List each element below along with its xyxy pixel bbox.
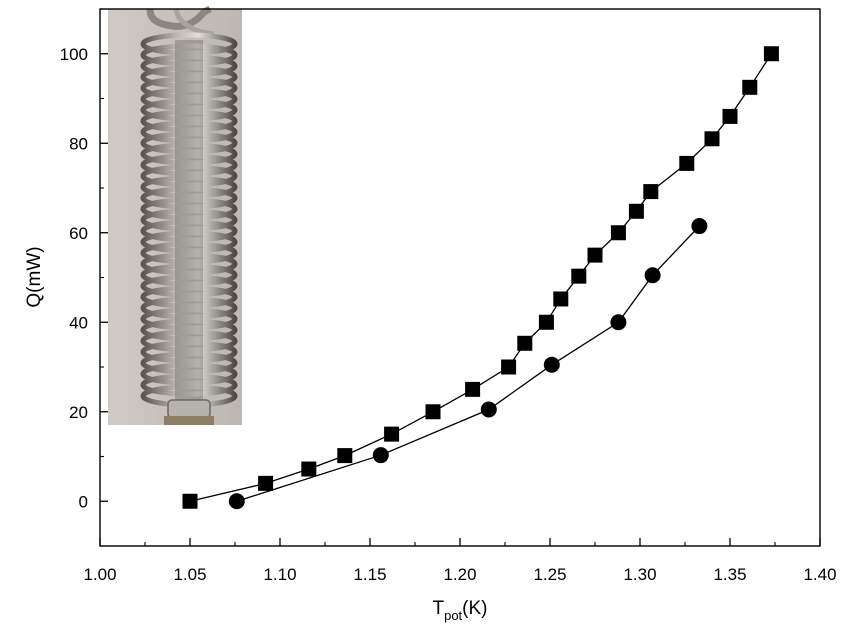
circle-point: [480, 401, 497, 418]
square-point: [704, 131, 720, 147]
coil-base: [164, 416, 214, 425]
y-tick-label: 80: [69, 134, 88, 153]
coil-loop: [140, 98, 238, 122]
coil-loop: [140, 120, 238, 144]
coil-loop: [140, 351, 238, 375]
square-point: [571, 268, 587, 284]
square-point: [337, 448, 353, 464]
coil-loop: [140, 175, 238, 199]
coil-loop: [140, 208, 238, 232]
coil-loop: [140, 230, 238, 254]
coil-loop: [140, 197, 238, 221]
coil-loop: [140, 329, 238, 353]
square-point: [538, 314, 554, 330]
x-tick-label: 1.20: [443, 565, 476, 584]
coil-loop: [140, 296, 238, 320]
coil-loop: [140, 362, 238, 386]
x-tick-label: 1.15: [353, 565, 386, 584]
square-point: [501, 359, 517, 375]
x-tick-label: 1.25: [533, 565, 566, 584]
x-tick-label: 1.05: [173, 565, 206, 584]
y-tick-label: 0: [79, 492, 88, 511]
series-markers: [182, 46, 779, 510]
y-ticks: 0 20 40 60 80 100: [60, 8, 108, 547]
coil-loop: [140, 76, 238, 100]
coil-loop: [140, 241, 238, 265]
square-point: [763, 46, 779, 62]
square-point: [425, 404, 441, 420]
square-point: [301, 461, 317, 477]
square-point: [258, 475, 274, 491]
coil-loop: [140, 318, 238, 342]
coil-loop: [140, 340, 238, 364]
square-point: [643, 184, 659, 200]
coil-loop: [140, 285, 238, 309]
series-line-circle: [236, 225, 700, 502]
coil-core: [175, 40, 203, 400]
square-point: [553, 291, 569, 307]
square-point: [742, 79, 758, 95]
coil-loop: [140, 32, 238, 56]
coil-image: [140, 5, 238, 425]
coil-loop: [140, 131, 238, 155]
plot-area: 1.00 1.05 1.10 1.15 1.20 1.25 1.30 1.35 1.40 0 20…: [60, 8, 837, 584]
coil-loop: [140, 219, 238, 243]
square-point: [628, 203, 644, 219]
y-axis-title: Q(mW): [24, 246, 45, 307]
coil-loop: [140, 252, 238, 276]
square-point: [182, 493, 198, 509]
coil-loop: [140, 65, 238, 89]
circle-point: [644, 267, 661, 284]
circle-point: [372, 447, 389, 464]
coil-wire: [146, 5, 212, 30]
circle-point: [691, 218, 708, 235]
x-tick-label: 1.30: [623, 565, 656, 584]
square-point: [465, 381, 481, 397]
x-tick-label: 1.00: [83, 565, 116, 584]
x-axis-title-sub: pot: [444, 608, 462, 623]
square-point: [610, 225, 626, 241]
coil-loop: [140, 186, 238, 210]
square-point: [722, 108, 738, 124]
x-axis-title: Tpot(K): [432, 598, 487, 623]
coil-loop: [140, 54, 238, 78]
coil-loop: [140, 43, 238, 67]
circle-point: [228, 493, 245, 510]
coil-wire: [173, 8, 215, 37]
y-tick-label: 100: [60, 45, 88, 64]
x-ticks: 1.00 1.05 1.10 1.15 1.20 1.25 1.30 1.35 1.40: [83, 538, 837, 584]
x-tick-label: 1.35: [713, 565, 746, 584]
circle-point: [543, 356, 560, 373]
x-axis-title-main: T: [432, 598, 444, 619]
coil-loop: [140, 109, 238, 133]
x-axis-title-unit: (K): [462, 598, 487, 619]
inset-photo: [108, 5, 242, 425]
coil-connector: [167, 399, 211, 419]
x-tick-label: 1.10: [263, 565, 296, 584]
series-line-square: [189, 53, 772, 502]
coil-loop: [140, 142, 238, 166]
square-point: [587, 247, 603, 263]
coil-loop: [140, 153, 238, 177]
y-tick-label: 40: [69, 313, 88, 332]
y-tick-label: 20: [69, 403, 88, 422]
coil-loop: [140, 87, 238, 111]
coil-loop: [140, 263, 238, 287]
circle-point: [610, 314, 627, 331]
coil-loop: [140, 307, 238, 331]
square-point: [517, 335, 533, 351]
coil-loop: [140, 164, 238, 188]
coil-loop: [140, 373, 238, 397]
x-tick-label: 1.40: [803, 565, 836, 584]
square-point: [384, 426, 400, 442]
series-lines: [189, 53, 772, 502]
square-point: [679, 155, 695, 171]
y-tick-label: 60: [69, 224, 88, 243]
coil-loop: [140, 274, 238, 298]
